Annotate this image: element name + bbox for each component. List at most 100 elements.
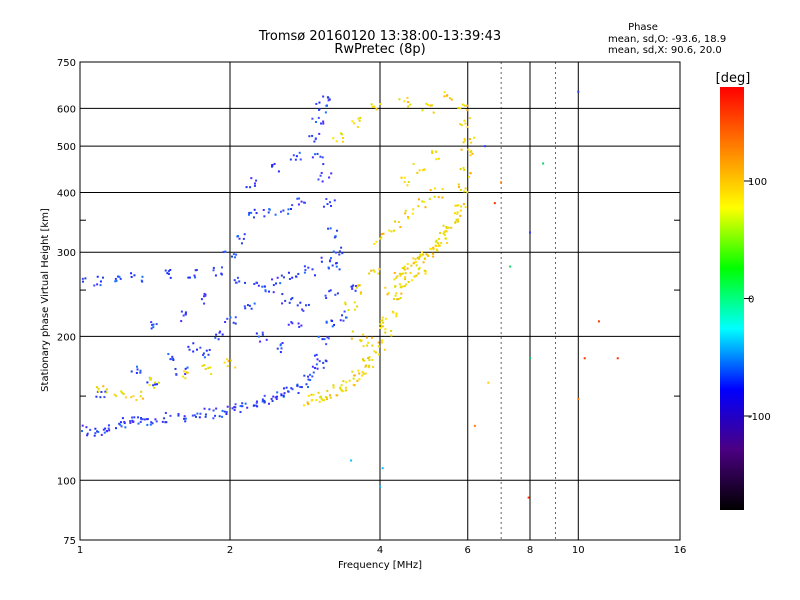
- data-point: [120, 390, 123, 393]
- data-point: [372, 365, 375, 368]
- data-point: [239, 411, 242, 414]
- data-point: [361, 358, 364, 361]
- data-point: [359, 116, 362, 119]
- data-point: [384, 317, 387, 320]
- data-point: [509, 265, 512, 268]
- data-point: [399, 226, 402, 229]
- data-point: [421, 109, 424, 112]
- data-point: [428, 197, 431, 200]
- data-point: [368, 356, 371, 359]
- data-point: [335, 265, 338, 268]
- data-point: [459, 168, 462, 171]
- data-point: [298, 197, 301, 200]
- data-point: [457, 106, 460, 109]
- x-axis-label: Frequency [MHz]: [338, 560, 422, 571]
- data-point: [311, 375, 314, 378]
- data-point: [459, 214, 462, 217]
- data-point: [340, 389, 343, 392]
- data-point: [583, 357, 586, 360]
- data-point: [321, 156, 324, 159]
- data-point: [343, 310, 346, 313]
- data-point: [429, 189, 432, 192]
- data-point: [358, 378, 361, 381]
- data-point: [234, 322, 237, 325]
- data-point: [417, 268, 420, 271]
- y-tick-label: 100: [57, 476, 76, 487]
- data-point: [255, 212, 258, 215]
- data-point: [400, 176, 403, 179]
- data-point: [237, 235, 240, 238]
- data-point: [257, 284, 260, 287]
- data-point: [405, 283, 408, 286]
- data-point: [182, 314, 185, 317]
- data-point: [378, 268, 381, 271]
- x-tick-label: 10: [572, 545, 585, 556]
- data-point: [96, 430, 99, 433]
- data-point: [303, 201, 306, 204]
- data-point: [94, 432, 97, 435]
- data-point: [469, 151, 472, 154]
- data-point: [100, 390, 103, 393]
- data-point: [243, 305, 246, 308]
- data-point: [261, 285, 264, 288]
- data-point: [443, 234, 446, 237]
- data-point: [325, 360, 328, 363]
- data-point: [335, 394, 338, 397]
- data-point: [403, 176, 406, 179]
- data-point: [457, 185, 460, 188]
- colorbar-label: [deg]: [716, 71, 751, 86]
- data-point: [455, 218, 458, 221]
- data-point: [136, 416, 139, 419]
- data-point: [341, 252, 344, 255]
- data-point: [373, 350, 376, 353]
- data-point: [304, 268, 307, 271]
- data-point: [354, 289, 357, 292]
- data-point: [146, 381, 149, 384]
- data-point: [248, 304, 251, 307]
- data-point: [377, 272, 380, 275]
- data-point: [307, 378, 310, 381]
- data-point: [318, 132, 321, 135]
- data-point: [332, 250, 335, 253]
- data-point: [218, 415, 221, 418]
- data-point: [424, 206, 427, 209]
- data-point: [164, 421, 167, 424]
- data-point: [172, 359, 175, 362]
- data-point: [248, 211, 251, 214]
- data-point: [361, 374, 364, 377]
- data-point: [422, 253, 425, 256]
- data-point: [275, 398, 278, 401]
- data-point: [380, 233, 383, 236]
- data-point: [102, 276, 105, 279]
- data-point: [353, 308, 356, 311]
- data-point: [391, 310, 394, 313]
- data-point: [433, 187, 436, 190]
- data-point: [338, 268, 341, 271]
- data-point: [363, 359, 366, 362]
- data-point: [246, 304, 249, 307]
- data-point: [395, 276, 398, 279]
- data-point: [255, 179, 258, 182]
- data-point: [542, 162, 545, 165]
- data-point: [167, 273, 170, 276]
- data-point: [84, 277, 87, 280]
- data-point: [184, 367, 187, 370]
- data-point: [454, 221, 457, 224]
- data-point: [357, 369, 360, 372]
- data-point: [291, 297, 294, 300]
- data-point: [177, 413, 180, 416]
- data-point: [371, 105, 374, 108]
- data-point: [307, 394, 310, 397]
- data-point: [342, 140, 345, 143]
- data-point: [191, 414, 194, 417]
- data-point: [392, 229, 395, 232]
- data-point: [210, 373, 213, 376]
- data-point: [334, 235, 337, 238]
- data-point: [194, 269, 197, 272]
- data-point: [204, 413, 207, 416]
- data-point: [105, 388, 108, 391]
- data-point: [318, 360, 321, 363]
- data-point: [327, 227, 330, 230]
- data-point: [421, 200, 424, 203]
- data-point: [361, 370, 364, 373]
